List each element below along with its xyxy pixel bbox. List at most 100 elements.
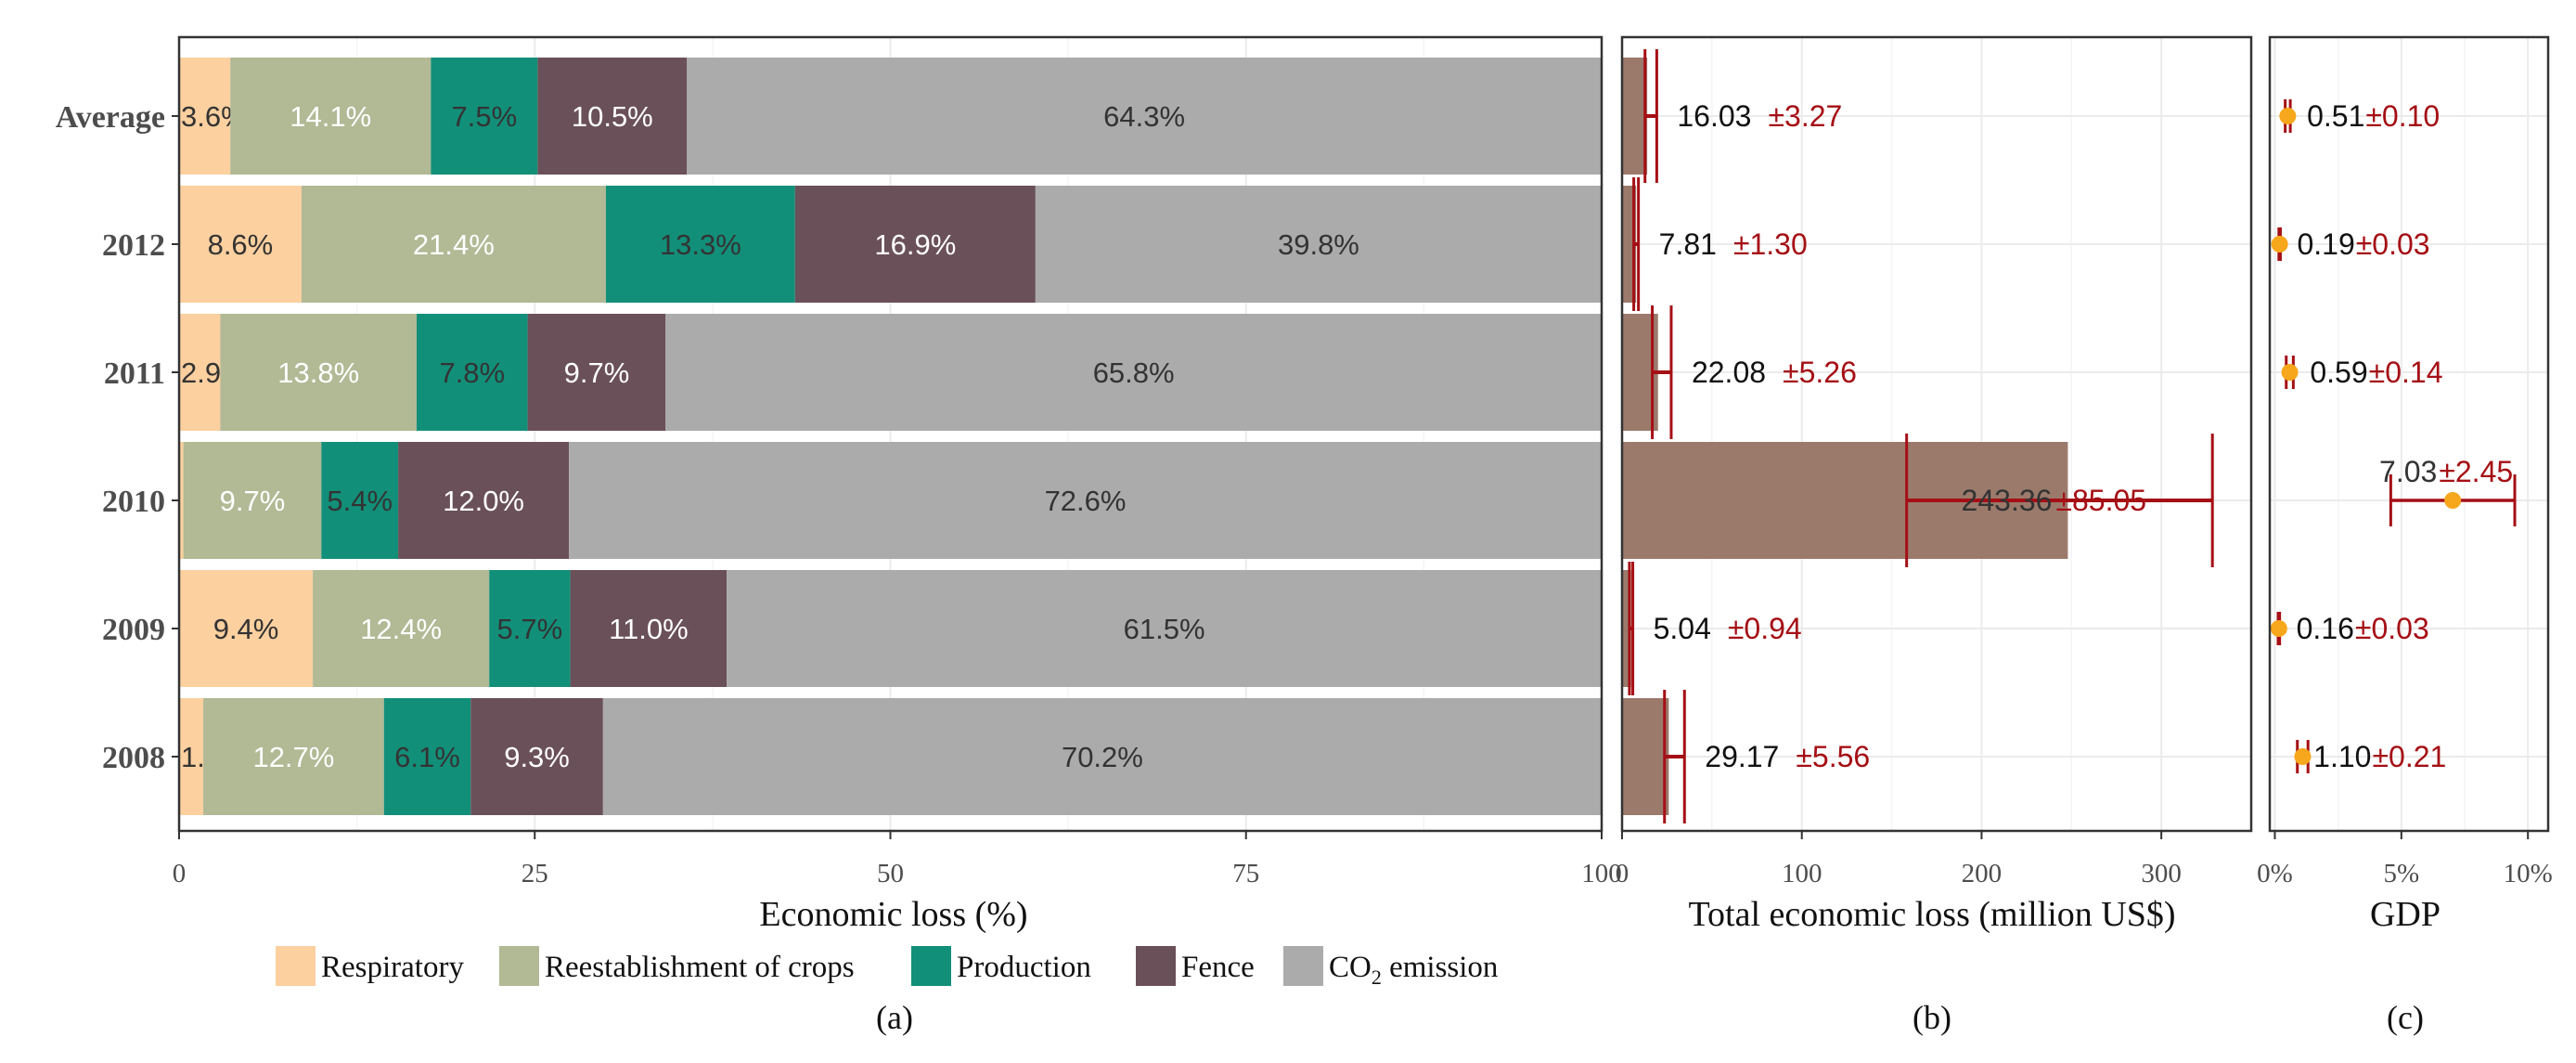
- bar-co2-emission-Average: [687, 58, 1602, 175]
- bar-production-2010: [321, 442, 399, 559]
- gdp-error-label-2009: ±0.03: [2355, 612, 2429, 645]
- panel-a-x-tick-label: 50: [877, 859, 904, 888]
- bar-production-2012: [605, 186, 795, 303]
- legend-co2-main: CO: [1329, 951, 1372, 984]
- gdp-value-label-2008: 1.10: [2313, 740, 2371, 773]
- bar-reestablishment-of-crops-2012: [301, 186, 606, 303]
- total-loss-value-label-2009: 5.04: [1654, 612, 1711, 645]
- legend-key-fence: [1136, 946, 1176, 986]
- bar-label-fence-2011: 9.7%: [564, 356, 630, 389]
- panel-b-x-tick-label: 200: [1962, 859, 2003, 888]
- legend-key-production: [911, 946, 951, 986]
- panel-b-x-tick-label: 100: [1782, 859, 1823, 888]
- panel-b-x-tick-label: 300: [2141, 859, 2182, 888]
- legend-key-respiratory: [276, 946, 316, 986]
- bar-label-production-2008: 6.1%: [394, 741, 460, 773]
- gdp-error-label-2010: ±2.45: [2439, 455, 2513, 488]
- bar-fence-2008: [470, 698, 603, 815]
- legend-label-production: Production: [957, 951, 1091, 984]
- bar-label-reestablishment-of-crops-2009: 12.4%: [360, 613, 442, 645]
- bar-label-fence-2008: 9.3%: [504, 741, 570, 773]
- bar-fence-2010: [398, 442, 570, 559]
- panel-b-total-loss-chart: 16.03 ±3.27 7.81 ±1.30 22.08 ±5.26 243.36 ±85.0…: [1616, 35, 2253, 1036]
- bar-co2-emission-2009: [727, 570, 1602, 687]
- gdp-value-label-2009: 0.16: [2297, 612, 2354, 645]
- category-label-2009: 2009: [102, 613, 165, 647]
- legend-label-fence: Fence: [1181, 951, 1255, 984]
- bar-label-fence-2009: 11.0%: [609, 613, 689, 645]
- bar-respiratory-2008: [179, 698, 204, 815]
- bar-label-production-2012: 13.3%: [660, 228, 741, 261]
- gdp-error-label-2008: ±0.21: [2372, 740, 2446, 773]
- category-label-2008: 2008: [102, 741, 165, 775]
- gdp-point-2012: [2271, 236, 2288, 253]
- panel-c-x-tick-label: 10%: [2504, 859, 2553, 888]
- panel-c-background: [2270, 37, 2548, 831]
- gdp-point-Average: [2279, 108, 2297, 124]
- bar-production-2008: [383, 698, 471, 815]
- bar-label-co2-emission-Average: 64.3%: [1103, 100, 1185, 133]
- bar-label-reestablishment-of-crops-2011: 13.8%: [277, 356, 359, 389]
- bar-fence-2011: [527, 314, 666, 431]
- total-loss-error-label-Average: ±3.27: [1768, 99, 1842, 133]
- category-label-2011: 2011: [104, 356, 165, 391]
- legend-label-reestablishment-of-crops: Reestablishment of crops: [545, 951, 855, 984]
- total-loss-value-label-2010: 243.36: [1962, 484, 2053, 517]
- gdp-point-2008: [2294, 748, 2312, 765]
- bar-reestablishment-of-crops-2011: [220, 314, 418, 431]
- category-label-Average: Average: [56, 100, 165, 135]
- bar-production-Average: [431, 58, 538, 175]
- bar-fence-2009: [570, 570, 728, 687]
- panel-b-label: (b): [1913, 999, 1951, 1036]
- bar-label-co2-emission-2011: 65.8%: [1093, 356, 1175, 389]
- total-loss-value-label-2012: 7.81: [1659, 227, 1717, 261]
- gdp-value-label-Average: 0.51: [2307, 99, 2364, 133]
- panel-c-border: [2268, 35, 2550, 833]
- total-loss-error-label-2009: ±0.94: [1728, 612, 1802, 645]
- bar-label-production-2011: 7.8%: [439, 356, 505, 389]
- total-loss-error-label-2012: ±1.30: [1733, 227, 1808, 261]
- gdp-value-label-2010: 7.03: [2379, 455, 2437, 488]
- total-loss-error-label-2011: ±5.26: [1783, 356, 1857, 389]
- total-loss-bar-Average: [1622, 58, 1648, 175]
- bar-production-2011: [417, 314, 528, 431]
- bar-reestablishment-of-crops-Average: [230, 58, 431, 175]
- total-loss-error-label-2008: ±5.56: [1796, 740, 1870, 773]
- bar-label-reestablishment-of-crops-Average: 14.1%: [290, 100, 371, 133]
- bar-label-reestablishment-of-crops-2008: 12.7%: [252, 741, 334, 773]
- panel-b-border: [1620, 35, 2253, 833]
- legend-co2-subscript: 2: [1372, 966, 1382, 989]
- gdp-error-label-2011: ±0.14: [2369, 356, 2443, 389]
- total-loss-value-label-2008: 29.17: [1705, 740, 1779, 773]
- panel-a-x-tick-label: 100: [1581, 859, 1622, 888]
- bar-fence-Average: [537, 58, 688, 175]
- legend: Respiratory Reestablishment of crops Produ…: [276, 946, 1498, 989]
- gdp-point-2009: [2270, 620, 2287, 637]
- gdp-value-label-2011: 0.59: [2310, 356, 2367, 389]
- bar-co2-emission-2011: [665, 314, 1602, 431]
- legend-co2-rest: emission: [1382, 951, 1499, 984]
- legend-label-respiratory: Respiratory: [321, 951, 464, 984]
- panel-a-label: (a): [876, 999, 913, 1036]
- bar-label-co2-emission-2008: 70.2%: [1062, 741, 1143, 773]
- bar-label-respiratory-2009: 9.4%: [213, 613, 279, 645]
- bar-co2-emission-2010: [569, 442, 1602, 559]
- panel-a-x-tick-label: 75: [1232, 859, 1259, 888]
- bar-co2-emission-2008: [602, 698, 1602, 815]
- gdp-error-label-2012: ±0.03: [2356, 227, 2430, 261]
- category-label-2012: 2012: [102, 228, 165, 263]
- gdp-point-2010: [2444, 492, 2462, 509]
- total-loss-value-label-2011: 22.08: [1692, 356, 1766, 389]
- total-loss-bar-2009: [1622, 570, 1631, 687]
- panel-c-x-axis-title: GDP: [2370, 895, 2441, 934]
- gdp-value-label-2012: 0.19: [2297, 227, 2354, 261]
- panel-c-x-tick-label: 5%: [2383, 859, 2419, 888]
- bar-label-production-Average: 7.5%: [451, 100, 517, 133]
- panel-a-x-tick-label: 0: [173, 859, 187, 888]
- bar-production-2009: [489, 570, 571, 687]
- total-loss-error-label-2010: ±85.05: [2055, 484, 2146, 517]
- bar-fence-2012: [794, 186, 1036, 303]
- bar-label-production-2010: 5.4%: [327, 485, 393, 517]
- bar-label-fence-Average: 10.5%: [572, 100, 653, 133]
